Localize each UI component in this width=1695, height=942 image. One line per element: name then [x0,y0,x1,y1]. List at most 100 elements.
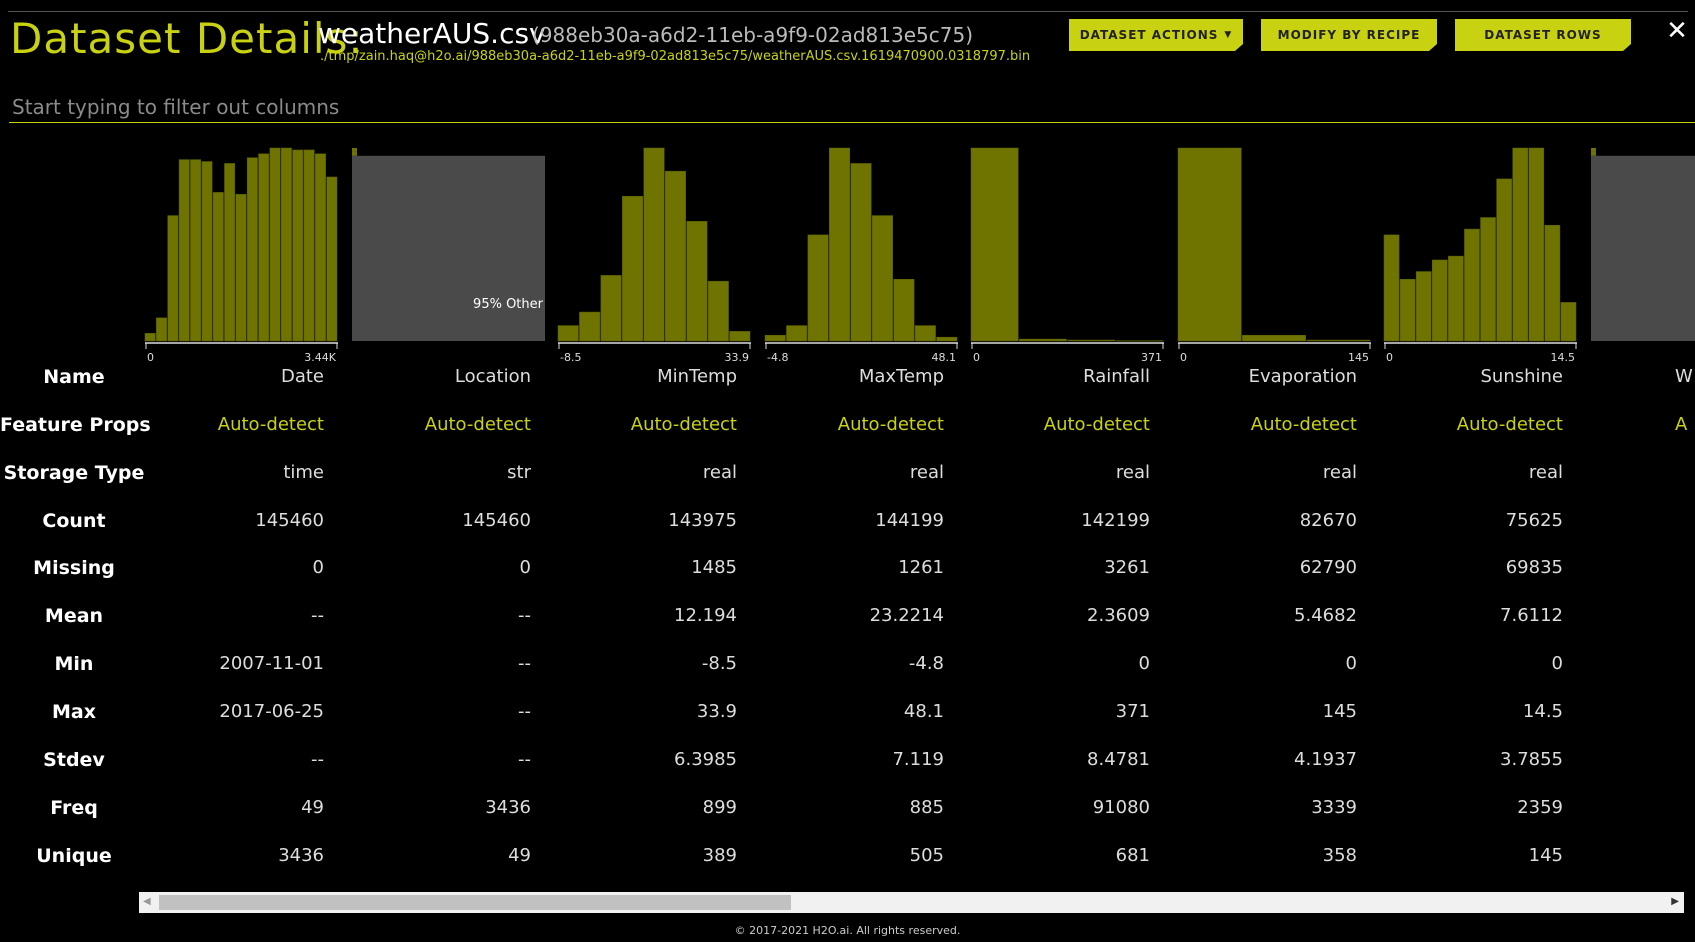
cell-mean-rainfall: 2.3609 [1087,605,1150,626]
bar-date-10 [258,153,270,342]
cell-max-location: -- [518,701,531,722]
cell-name-mintemp: MinTemp [657,366,737,387]
bar-date-0 [144,333,156,342]
scroll-left-icon[interactable]: ◀ [143,896,151,907]
row-label-count: Count [42,510,106,532]
cell-freq-date: 49 [301,797,324,818]
bar-date-5 [201,161,213,342]
modify-by-recipe-button[interactable]: MODIFY BY RECIPE [1261,19,1437,51]
cell-count-location: 145460 [462,510,531,531]
dataset-name: weatherAUS.csv [318,17,546,50]
cell-name-location: Location [454,366,531,387]
cell-count-date: 145460 [255,510,324,531]
caret-down-icon: ▼ [1224,30,1233,40]
segment-w-2 [1591,155,1695,341]
cell-unique-evaporation: 358 [1322,845,1357,866]
cell-props-rainfall[interactable]: Auto-detect [1043,414,1150,435]
bar-maxtemp-4 [850,163,872,342]
cell-missing-rainfall: 3261 [1104,557,1150,578]
cell-max-rainfall: 371 [1115,701,1150,722]
dataset-actions-button[interactable]: DATASET ACTIONS ▼ [1069,19,1243,51]
bar-maxtemp-1 [786,325,808,342]
bar-date-11 [269,147,281,342]
cell-freq-rainfall: 91080 [1092,797,1150,818]
cell-stdev-rainfall: 8.4781 [1087,749,1150,770]
cell-max-date: 2017-06-25 [219,701,324,722]
segment-location-2 [352,155,545,341]
cell-unique-maxtemp: 505 [909,845,944,866]
segment-location-1 [352,151,357,156]
dataset-rows-button[interactable]: DATASET ROWS [1455,19,1631,51]
cell-min-maxtemp: -4.8 [908,653,944,674]
horizontal-scrollbar[interactable]: ◀ ▶ [139,892,1684,913]
cell-props-evaporation[interactable]: Auto-detect [1250,414,1357,435]
category-label-location-2: 95% Other [473,297,544,312]
row-label-unique: Unique [36,845,112,867]
xlim-min-sunshine: 0 [1386,351,1393,364]
cell-min-location: -- [518,653,531,674]
bar-date-3 [178,159,190,342]
row-label-max: Max [52,701,96,723]
column-filter-input[interactable] [9,92,1695,123]
cell-freq-location: 3436 [485,797,531,818]
cell-count-sunshine: 75625 [1505,510,1563,531]
cell-props-mintemp[interactable]: Auto-detect [630,414,737,435]
xlim-max-maxtemp: 48.1 [932,351,957,364]
bar-date-9 [246,157,258,342]
bar-date-8 [235,194,247,342]
cell-storage-rainfall: real [1115,462,1150,483]
bar-sunshine-0 [1383,234,1400,342]
cell-mean-maxtemp: 23.2214 [869,605,944,626]
bar-evaporation-1 [1242,334,1306,342]
bar-rainfall-1 [1019,338,1067,342]
cell-props-maxtemp[interactable]: Auto-detect [837,414,944,435]
bar-mintemp-0 [557,325,579,342]
bar-date-15 [315,153,326,342]
bar-sunshine-11 [1560,302,1577,342]
cell-max-mintemp: 33.9 [696,701,737,722]
footer-copyright: © 2017-2021 H2O.ai. All rights reserved. [734,924,961,937]
xlim-min-date: 0 [147,351,154,364]
cell-unique-mintemp: 389 [702,845,737,866]
segment-w-1 [1591,151,1596,156]
cell-max-evaporation: 145 [1322,701,1357,722]
cell-storage-evaporation: real [1322,462,1357,483]
row-label-freq: Freq [50,797,98,819]
cell-mean-location: -- [518,605,531,626]
cell-count-maxtemp: 144199 [875,510,944,531]
bar-mintemp-6 [686,221,708,342]
row-label-name: Name [43,366,105,388]
bar-date-7 [224,163,236,342]
cell-freq-mintemp: 899 [702,797,737,818]
cell-stdev-mintemp: 6.3985 [674,749,737,770]
bar-sunshine-7 [1496,178,1512,342]
cell-name-maxtemp: MaxTemp [858,366,944,387]
cell-props-sunshine[interactable]: Auto-detect [1456,414,1563,435]
bar-date-12 [280,147,292,342]
bar-sunshine-8 [1512,147,1528,342]
cell-storage-mintemp: real [702,462,737,483]
cell-missing-date: 0 [312,557,324,578]
bar-mintemp-5 [664,170,686,342]
column-charts: 03.44K2% Canberra2% Sydney95% Other-8.53… [144,147,1695,364]
close-icon[interactable]: ✕ [1666,16,1688,46]
cell-props-date[interactable]: Auto-detect [217,414,324,435]
cell-count-evaporation: 82670 [1299,510,1357,531]
cell-name-date: Date [280,366,324,387]
cell-count-mintemp: 143975 [668,510,737,531]
scrollbar-thumb[interactable] [159,895,791,910]
bar-date-14 [303,149,315,342]
cell-name-w: W [1675,366,1693,387]
dataset-rows-label: DATASET ROWS [1484,28,1602,42]
bar-maxtemp-6 [893,278,915,342]
bar-maxtemp-2 [807,234,829,342]
cell-storage-sunshine: real [1528,462,1563,483]
scroll-right-icon[interactable]: ▶ [1671,896,1679,907]
cell-props-location[interactable]: Auto-detect [424,414,531,435]
segment-w-0 [1591,148,1596,152]
bar-maxtemp-8 [936,336,958,342]
dataset-id: (988eb30a-a6d2-11eb-a9f9-02ad813e5c75) [532,23,973,47]
cell-props-w[interactable]: A [1675,414,1688,435]
bar-mintemp-4 [643,147,665,342]
cell-min-sunshine: 0 [1551,653,1563,674]
